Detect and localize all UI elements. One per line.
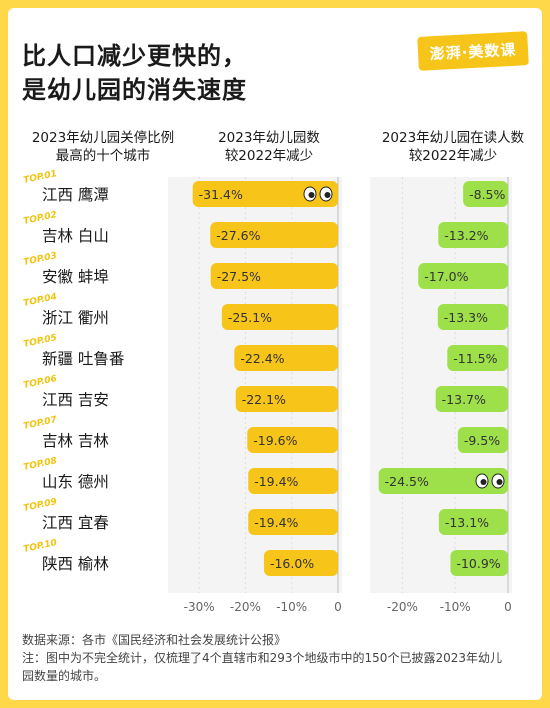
kg-pupil-icon: [308, 192, 315, 198]
kg-data-label: -19.4%: [254, 474, 298, 489]
enroll-bar: [438, 222, 508, 248]
kg-tick-label: -20%: [230, 600, 261, 614]
enroll-bar: [437, 304, 508, 330]
enroll-data-label: -11.5%: [453, 351, 497, 366]
rank-badge: TOP.03: [23, 251, 58, 268]
rank-badge: TOP.08: [23, 456, 58, 473]
kg-data-label: -27.6%: [216, 228, 260, 243]
enroll-bar: [450, 550, 508, 576]
enrollment-header-line-2: 较2022年减少: [408, 148, 498, 164]
kg-bar: [210, 263, 338, 289]
kg-bar: [210, 222, 338, 248]
kg-data-label: -16.0%: [270, 556, 314, 571]
city-label: 吉林 白山: [42, 227, 109, 245]
enroll-bar: [447, 345, 508, 371]
enroll-tick-label: -10%: [440, 600, 471, 614]
kg-pupil-icon: [324, 192, 331, 198]
city-label: 江西 鹰潭: [42, 186, 109, 204]
kg-bar: [248, 468, 338, 494]
enroll-tick-label: -20%: [387, 600, 418, 614]
kg-bar: [263, 550, 338, 576]
enroll-bar: [463, 181, 508, 207]
city-label: 吉林 吉林: [42, 432, 109, 450]
city-label: 陕西 榆林: [42, 555, 109, 573]
kindergarten-header-line-1: 2023年幼儿园数: [218, 130, 320, 146]
enroll-data-label: -9.5%: [464, 433, 500, 448]
enroll-pupil-icon: [496, 479, 503, 485]
enroll-data-label: -17.0%: [424, 269, 468, 284]
bar-chart: -30% -20% -10% 0 -31.4% -27.6% -27.5% -25.1% -22…: [23, 169, 512, 614]
kg-data-label: -27.5%: [217, 269, 261, 284]
enroll-data-label: -10.9%: [456, 556, 500, 571]
city-header-line-1: 2023年幼儿园关停比例: [31, 130, 175, 146]
kg-bar: [192, 181, 338, 207]
enroll-bar: [435, 386, 508, 412]
enroll-data-label: -13.3%: [444, 310, 488, 325]
kg-data-label: -25.1%: [228, 310, 272, 325]
rank-badge: TOP.09: [23, 497, 58, 514]
rank-badge: TOP.06: [23, 374, 58, 391]
kg-tick-label: 0: [334, 600, 342, 614]
city-label: 浙江 衢州: [42, 309, 109, 327]
rank-badge: TOP.02: [23, 210, 58, 227]
kg-data-label: -22.4%: [240, 351, 284, 366]
enroll-tick-label: 0: [504, 600, 512, 614]
rank-badge: TOP.05: [23, 333, 58, 350]
enroll-bar: [418, 263, 508, 289]
city-label: 江西 吉安: [42, 391, 109, 409]
kindergarten-column-header: 2023年幼儿园数 较2022年减少: [188, 129, 350, 165]
kg-data-label: -22.1%: [242, 392, 286, 407]
kg-bar: [221, 304, 338, 330]
enroll-data-label: -8.5%: [469, 187, 505, 202]
enroll-pupil-icon: [480, 479, 487, 485]
kg-tick-label: -30%: [184, 600, 215, 614]
kg-bar: [248, 509, 338, 535]
rank-badge: TOP.07: [23, 415, 59, 432]
enroll-bar: [438, 509, 508, 535]
rank-badge: TOP.01: [23, 169, 58, 186]
kg-data-label: -31.4%: [199, 187, 243, 202]
kg-tick-label: -10%: [276, 600, 307, 614]
enrollment-column-header: 2023年幼儿园在读人数 较2022年减少: [364, 129, 542, 165]
city-label: 山东 德州: [42, 473, 109, 491]
title-line-2: 是幼儿园的消失速度: [22, 76, 247, 104]
kg-data-label: -19.4%: [254, 515, 298, 530]
footnote: 注：图中为不完全统计，仅梳理了4个直辖市和293个地级市中的150个已披露202…: [22, 651, 502, 683]
enroll-data-label: -13.1%: [445, 515, 489, 530]
rank-badge: TOP.04: [23, 292, 58, 309]
enroll-data-label: -13.7%: [442, 392, 486, 407]
enrollment-header-line-1: 2023年幼儿园在读人数: [381, 130, 525, 146]
city-label: 新疆 吐鲁番: [42, 350, 124, 368]
enroll-bar: [378, 468, 508, 494]
infographic-card: 比人口减少更快的， 是幼儿园的消失速度 澎湃·美数课 2023年幼儿园关停比例 …: [8, 8, 542, 700]
enroll-bar: [457, 427, 508, 453]
rank-badge: TOP.10: [23, 538, 58, 555]
enroll-data-label: -13.2%: [444, 228, 488, 243]
city-column-header: 2023年幼儿园关停比例 最高的十个城市: [18, 129, 188, 165]
kindergarten-header-line-2: 较2022年减少: [224, 148, 314, 164]
enroll-data-label: -24.5%: [385, 474, 429, 489]
kg-bar: [234, 345, 338, 371]
city-label: 安徽 蚌埠: [42, 268, 109, 286]
kg-data-label: -19.6%: [253, 433, 297, 448]
data-source: 数据来源：各市《国民经济和社会发展统计公报》: [22, 633, 287, 647]
kg-bar: [247, 427, 338, 453]
kg-bar: [235, 386, 338, 412]
city-header-line-2: 最高的十个城市: [55, 148, 151, 164]
city-label: 江西 宜春: [42, 514, 109, 532]
title-line-1: 比人口减少更快的，: [22, 42, 247, 70]
